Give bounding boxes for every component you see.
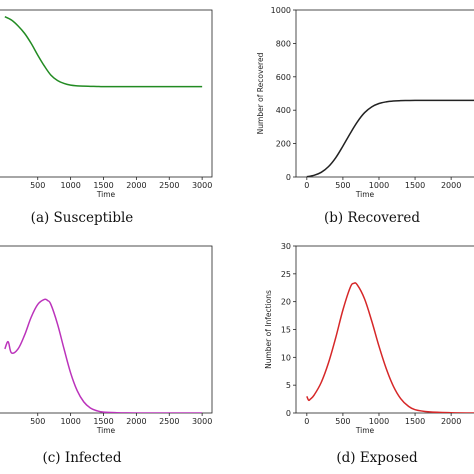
- plot-frame: [295, 245, 474, 414]
- chart-panel-recovered: 0 500 1000 1500 200002004006008001000TimeNum…: [256, 6, 474, 226]
- y-tick-label: 800: [276, 39, 291, 48]
- y-tick-label: 15: [281, 326, 291, 335]
- y-tick-label: 0: [286, 173, 291, 182]
- y-tick-label: 5: [286, 381, 291, 390]
- caption-infected: (c) Infected: [42, 450, 121, 466]
- plot-frame: [295, 9, 474, 178]
- x-tick-label: 1000: [60, 417, 80, 426]
- x-tick-label: 1000: [369, 181, 389, 190]
- x-tick-label: 500: [335, 181, 350, 190]
- chart-panel-exposed: 0 500 1000 1500 2000 0 5 10 15 20 25 30 Time Number o…: [264, 242, 474, 466]
- y-axis-label: Number of Infections: [264, 290, 273, 369]
- caption-susceptible: (a) Susceptible: [31, 210, 134, 226]
- x-tick-label: 2000: [441, 417, 461, 426]
- x-tick-label: 500: [335, 417, 350, 426]
- y-axis-label: Number of Recovered: [256, 52, 265, 134]
- y-tick-label: 20: [281, 298, 291, 307]
- y-tick-label: 600: [276, 73, 291, 82]
- x-tick-label: 1500: [93, 417, 113, 426]
- x-tick-label: 2000: [126, 417, 146, 426]
- series-line-susceptible: [4, 16, 203, 88]
- x-tick-label: 1500: [405, 181, 425, 190]
- plot-frame: [0, 245, 213, 414]
- x-axis-label: Time: [96, 190, 116, 199]
- series-line-exposed: [306, 282, 474, 413]
- x-tick-label: 2000: [126, 181, 146, 190]
- series-line-recovered: [306, 99, 474, 177]
- x-tick-label: 0: [304, 417, 309, 426]
- plot-frame: [0, 9, 213, 178]
- chart-panel-infected: 500 1000 1500 2000 2500 3000 Time (c) Infected: [0, 245, 213, 466]
- x-tick-label: 1000: [369, 417, 389, 426]
- y-tick-label: 25: [281, 270, 291, 279]
- x-axis-label: Time: [96, 426, 116, 435]
- x-tick-label: 1500: [93, 181, 113, 190]
- chart-panel-susceptible: 500 1000 1500 2000 2500 3000 Time (a) Susceptib…: [0, 9, 213, 226]
- y-tick-label: 0: [286, 409, 291, 418]
- x-tick-label: 0: [304, 181, 309, 190]
- y-tick-label: 10: [281, 353, 291, 362]
- x-tick-label: 2500: [159, 181, 179, 190]
- x-tick-label: 2000: [441, 181, 461, 190]
- x-tick-label: 2500: [159, 417, 179, 426]
- y-tick-label: 1000: [271, 6, 291, 15]
- x-tick-label: 1500: [405, 417, 425, 426]
- x-axis-label: Time: [355, 426, 375, 435]
- x-tick-label: 3000: [192, 181, 212, 190]
- x-tick-label: 500: [30, 181, 45, 190]
- series-line-infected: [4, 298, 203, 413]
- x-tick-label: 500: [30, 417, 45, 426]
- y-tick-label: 400: [276, 106, 291, 115]
- x-tick-label: 1000: [60, 181, 80, 190]
- x-tick-label: 3000: [192, 417, 212, 426]
- caption-recovered: (b) Recovered: [324, 210, 420, 226]
- caption-exposed: (d) Exposed: [336, 450, 418, 466]
- x-axis-label: Time: [355, 190, 375, 199]
- y-tick-label: 30: [281, 242, 291, 251]
- y-tick-label: 200: [276, 140, 291, 149]
